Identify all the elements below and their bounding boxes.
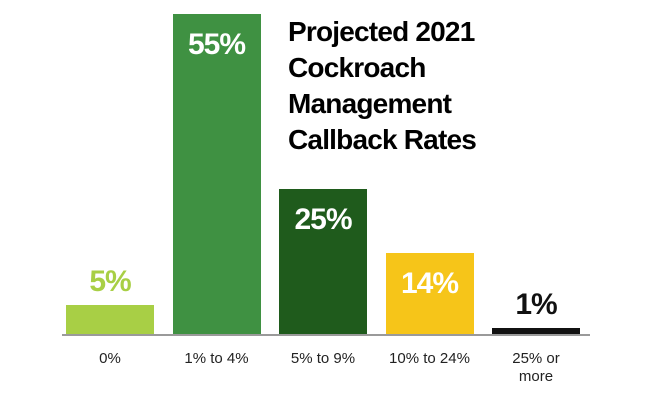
bar: [385, 252, 474, 334]
bar: [279, 188, 367, 334]
value-label: 1%: [515, 288, 557, 322]
bar: [66, 304, 154, 334]
x-tick-label: 10% to 24%: [389, 350, 470, 367]
value-label: 25%: [294, 202, 352, 236]
value-label: 5%: [89, 264, 131, 298]
bar: [172, 13, 261, 334]
bar: [492, 328, 580, 334]
x-tick-label: 5% to 9%: [290, 350, 356, 367]
baseline: [62, 334, 590, 336]
chart-title: Projected 2021 Cockroach Management Call…: [288, 16, 477, 155]
x-tick-label: 1% to 4%: [184, 350, 249, 367]
value-label: 14%: [400, 266, 459, 300]
x-tick-label: 25% or more: [512, 350, 560, 385]
value-label: 55%: [187, 27, 246, 61]
x-tick-label: 0%: [99, 350, 121, 367]
